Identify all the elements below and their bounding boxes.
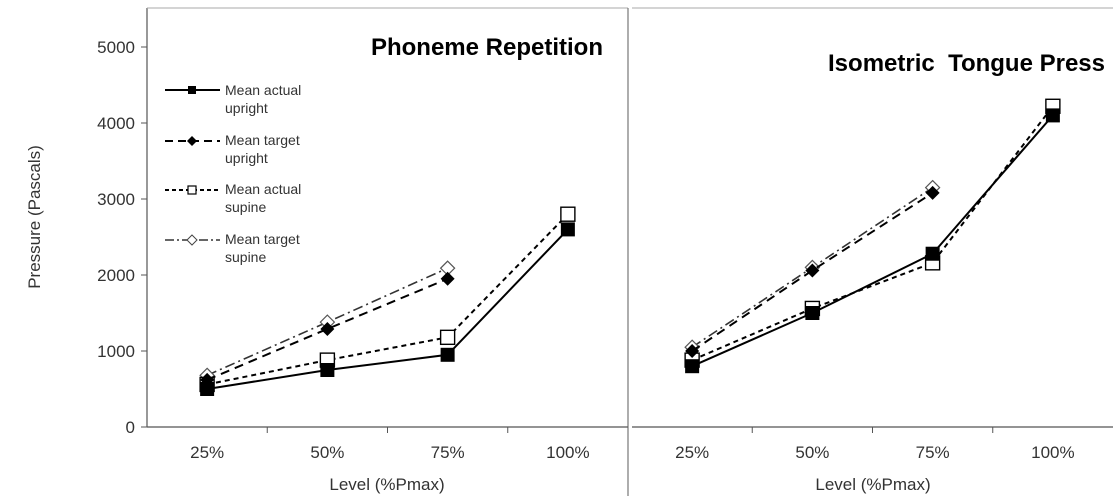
x-tick-label: 50% (310, 443, 344, 462)
legend-label: Mean actual (225, 82, 301, 98)
data-point (560, 206, 576, 222)
legend-label: supine (225, 249, 266, 265)
data-point (805, 306, 820, 320)
panel-left-frame (146, 7, 629, 496)
data-point (685, 344, 700, 358)
data-point (685, 359, 700, 374)
x-tick-label: 50% (795, 443, 829, 462)
legend-label: upright (225, 150, 268, 166)
x-tick-label: 100% (546, 443, 589, 462)
legend-item-actual-upright: Mean actual upright (165, 82, 301, 116)
data-point (560, 222, 575, 237)
series-line (691, 105, 1054, 362)
y-tick-label: 4000 (97, 114, 135, 133)
data-point (440, 271, 455, 286)
panel-title-right: Isometric Tongue Press (828, 50, 1105, 77)
y-tick-label: 3000 (97, 190, 135, 209)
legend-label: Mean target (225, 132, 300, 148)
series-line (206, 213, 569, 386)
y-tick-label: 5000 (97, 38, 135, 57)
data-point (925, 185, 940, 200)
x-axis-title-right: Level (%Pmax) (815, 475, 930, 494)
data-point (1045, 108, 1060, 123)
data-point (925, 246, 940, 261)
plot-area-right: 25% 50% 75% 100% (675, 98, 1075, 462)
legend-item-target-supine: Mean target supine (165, 231, 300, 265)
y-axis: 0 1000 2000 3000 4000 5000 (97, 38, 147, 437)
x-axis-title-left: Level (%Pmax) (329, 475, 444, 494)
series-line (691, 192, 934, 352)
data-point (439, 329, 456, 346)
x-tick-label: 100% (1031, 443, 1074, 462)
legend: Mean actual upright Mean target upright … (165, 82, 301, 265)
data-point (440, 347, 455, 362)
legend-label: supine (225, 199, 266, 215)
data-point (320, 321, 335, 336)
x-tick-label: 25% (190, 443, 224, 462)
legend-item-actual-supine: Mean actual supine (165, 181, 301, 215)
data-point (200, 382, 215, 396)
data-point (320, 363, 335, 377)
legend-label: upright (225, 100, 268, 116)
data-point (805, 263, 820, 278)
series-line (691, 114, 1054, 368)
legend-label: Mean target (225, 231, 300, 247)
x-tick-label: 75% (916, 443, 950, 462)
legend-item-target-upright: Mean target upright (165, 132, 300, 166)
plot-area-left: 25% 50% 75% 100% (190, 206, 590, 462)
x-tick-label: 75% (431, 443, 465, 462)
series-line (206, 228, 569, 390)
y-tick-label: 0 (126, 418, 135, 437)
y-axis-title: Pressure (Pascals) (25, 145, 44, 289)
series-line (206, 267, 448, 377)
legend-label: Mean actual (225, 181, 301, 197)
x-tick-label: 25% (675, 443, 709, 462)
y-tick-label: 2000 (97, 266, 135, 285)
panel-title-left: Phoneme Repetition (371, 34, 603, 61)
y-tick-label: 1000 (97, 342, 135, 361)
series-line (206, 277, 449, 381)
